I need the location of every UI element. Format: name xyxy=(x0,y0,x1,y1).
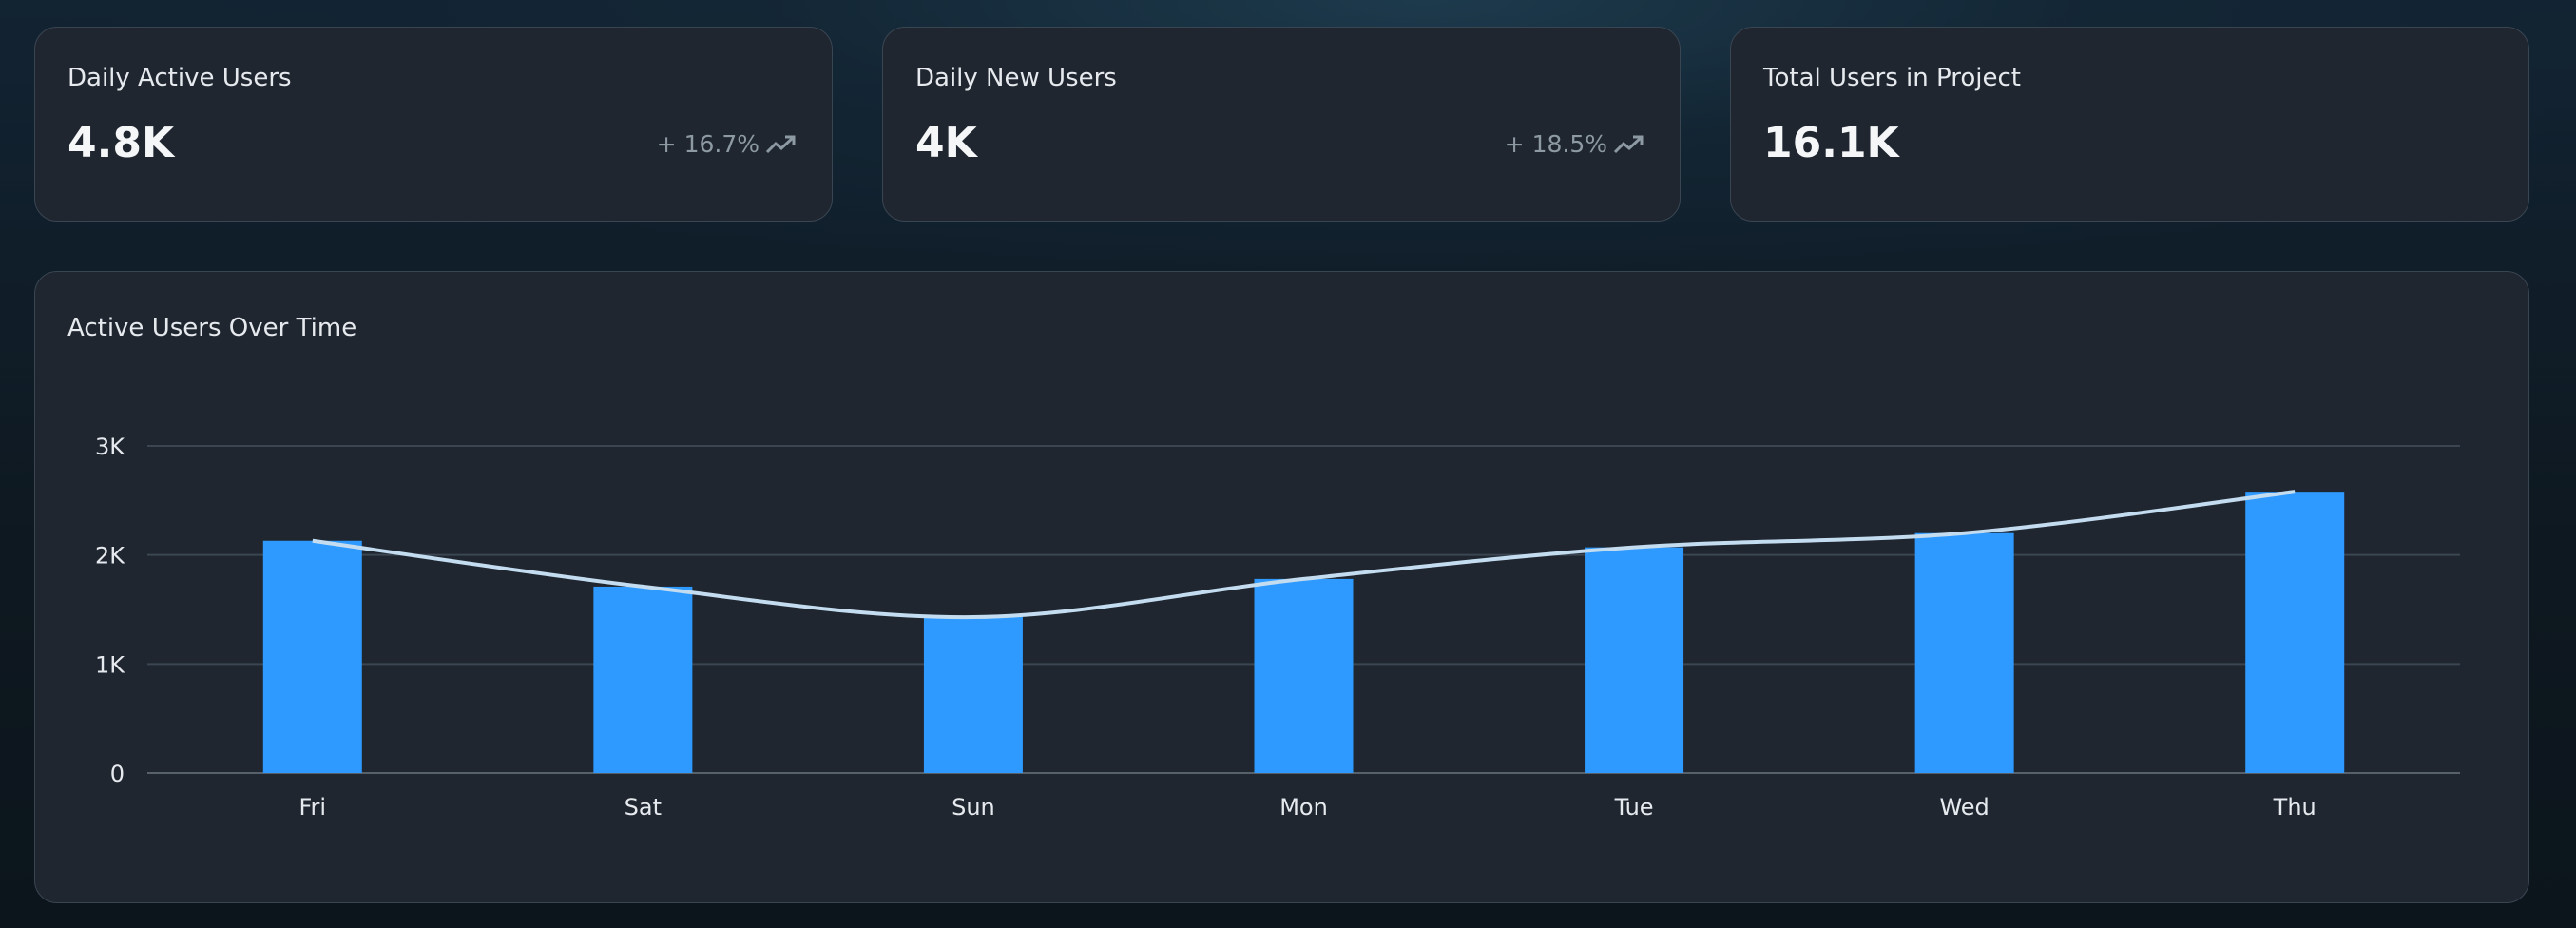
bar-sat xyxy=(593,586,693,773)
x-tick-label: Thu xyxy=(2273,794,2316,821)
x-tick-label: Mon xyxy=(1279,794,1328,821)
trend-line xyxy=(312,490,2296,620)
bar-sun xyxy=(923,617,1023,773)
stat-label: Daily New Users xyxy=(915,64,1117,92)
stat-label: Daily Active Users xyxy=(67,64,292,92)
stat-value: 4K xyxy=(915,119,977,167)
bar-wed xyxy=(1914,532,2014,773)
y-tick-label: 3K xyxy=(95,434,125,460)
bar-tue xyxy=(1585,547,1684,773)
stat-value: 16.1K xyxy=(1763,119,1899,167)
stat-label: Total Users in Project xyxy=(1763,64,2021,92)
x-tick-label: Wed xyxy=(1939,794,1989,821)
delta-text: + 18.5% xyxy=(1504,130,1607,158)
trending-up-icon xyxy=(765,135,796,153)
delta-text: + 16.7% xyxy=(656,130,759,158)
x-tick-label: Fri xyxy=(298,794,326,821)
stat-delta: + 16.7% xyxy=(657,130,798,158)
bar-fri xyxy=(262,540,362,773)
chart-title: Active Users Over Time xyxy=(67,314,357,342)
trending-up-icon xyxy=(1613,135,1644,153)
stat-card-total-users: Total Users in Project 16.1K xyxy=(1730,27,2529,222)
y-tick-label: 1K xyxy=(95,651,125,678)
stat-card-daily-new-users: Daily New Users 4K + 18.5% xyxy=(882,27,1681,222)
stat-card-daily-active-users: Daily Active Users 4.8K + 16.7% xyxy=(34,27,833,222)
x-tick-label: Sun xyxy=(952,794,995,821)
x-tick-label: Sat xyxy=(625,794,662,821)
chart-card: Active Users Over Time 0 1K 2K 3K Fri Sat Sun M… xyxy=(34,271,2529,903)
y-tick-label: 2K xyxy=(95,543,125,570)
bar-thu xyxy=(2245,492,2345,773)
x-tick-label: Tue xyxy=(1614,794,1654,821)
y-tick-label: 0 xyxy=(110,761,125,787)
stat-delta: + 18.5% xyxy=(1505,130,1645,158)
bar-mon xyxy=(1254,578,1354,773)
stat-value: 4.8K xyxy=(67,119,175,167)
active-users-chart: 0 1K 2K 3K Fri Sat Sun Mon Tue Wed Thu xyxy=(95,434,2460,821)
